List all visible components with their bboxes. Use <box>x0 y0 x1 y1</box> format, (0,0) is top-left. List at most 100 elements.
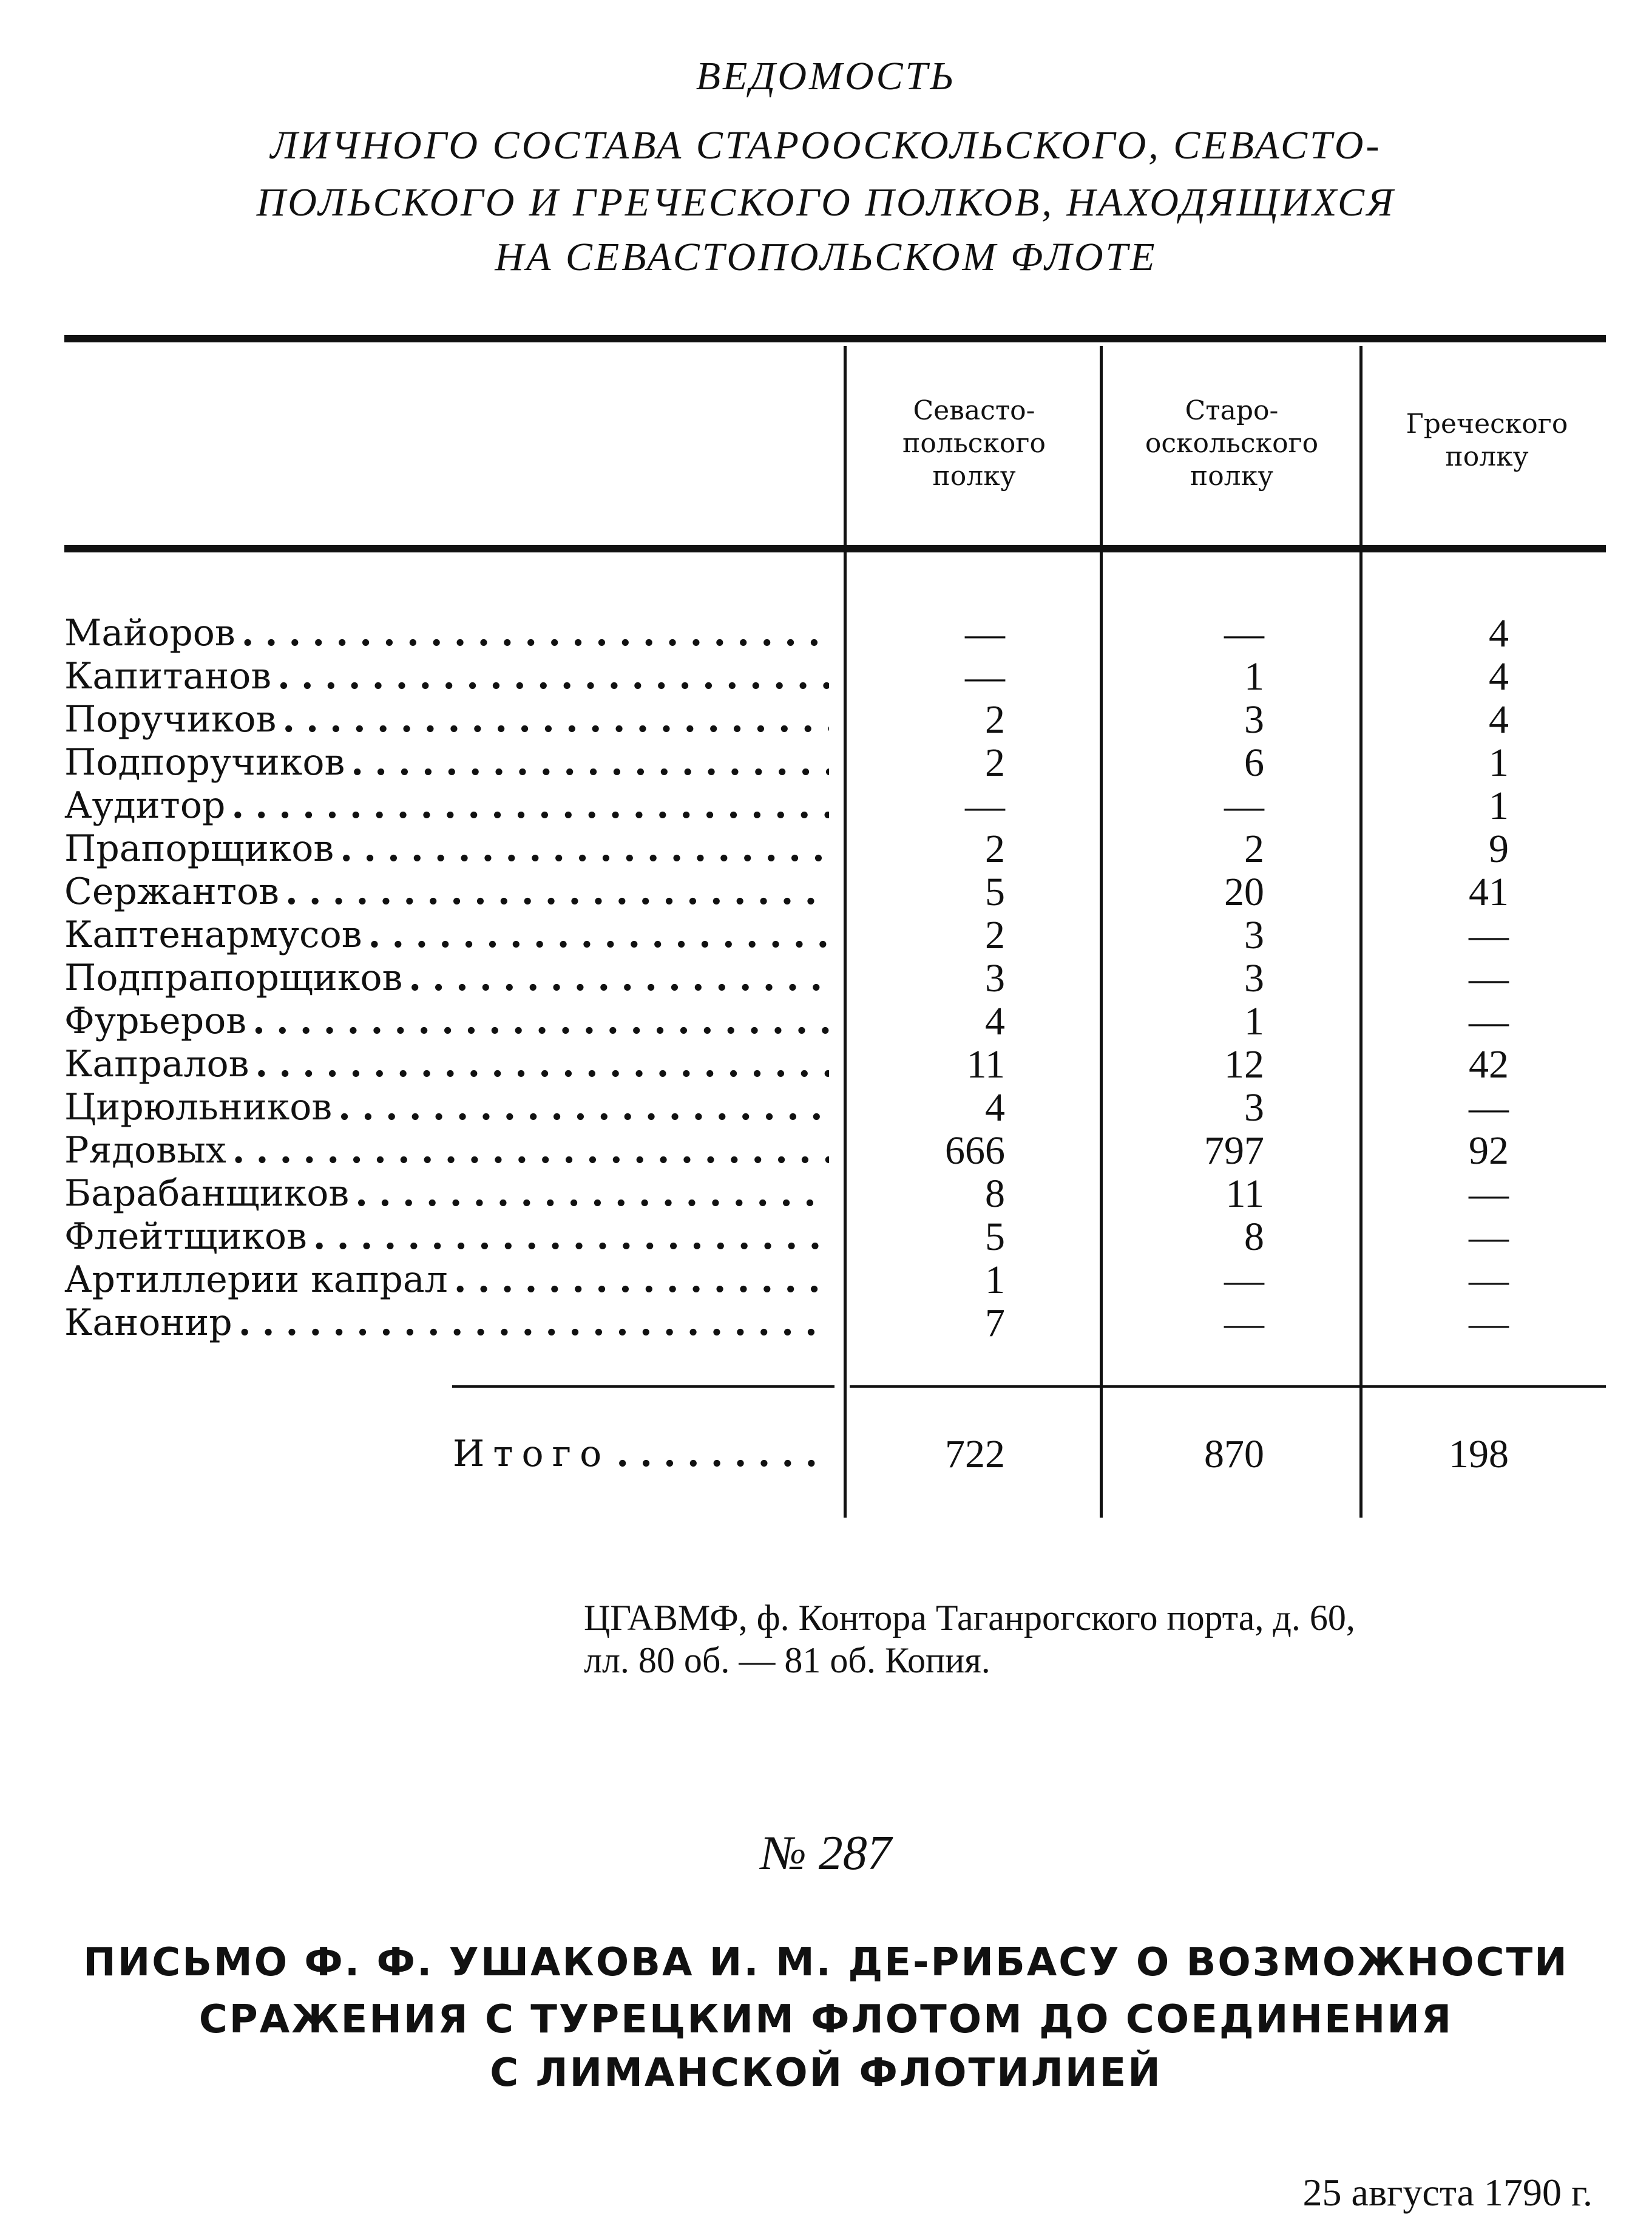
cell-value: — <box>1224 1258 1264 1302</box>
subtitle-line-2: ПОЛЬСКОГО И ГРЕЧЕСКОГО ПОЛКОВ, НАХОДЯЩИХ… <box>256 180 1396 225</box>
cell-value: 2 <box>985 697 1005 742</box>
table-row: Прапорщиков.............................… <box>64 827 1521 871</box>
total-row: Итого .......... 722 870 198 <box>64 1433 1521 1476</box>
row-label-text: Цирюльников <box>64 1086 333 1128</box>
cell-value: — <box>1469 1258 1509 1302</box>
row-label-text: Подпрапорщиков <box>64 957 403 999</box>
table-row: Подпрапорщиков..........................… <box>64 957 1521 1000</box>
table-row: Рядовых.................................… <box>64 1129 1521 1172</box>
row-label: Подпоручиков............................… <box>64 741 829 784</box>
total-rule <box>850 1385 1606 1388</box>
table-row: Аудитор.................................… <box>64 784 1521 827</box>
header-bottom-rule <box>64 545 1606 552</box>
cell-value: — <box>1469 1301 1509 1345</box>
cell-value: — <box>1469 999 1509 1044</box>
document-number: № 287 <box>760 1827 892 1880</box>
cell-value: 7 <box>985 1301 1005 1345</box>
row-label: Флейтщиков..............................… <box>64 1215 829 1258</box>
table-row: Майоров.................................… <box>64 612 1521 655</box>
header-line: полку <box>1190 461 1274 492</box>
total-rule <box>452 1385 834 1388</box>
row-label-text: Капитанов <box>64 655 272 697</box>
dot-leader: ........................................ <box>241 612 829 654</box>
cell-value: 4 <box>985 999 1005 1044</box>
dot-leader: ........................................ <box>277 655 829 697</box>
row-label: Капитанов...............................… <box>64 655 829 698</box>
cell-value: 3 <box>1244 697 1264 742</box>
header-line: полку <box>932 461 1016 492</box>
column-divider <box>1100 346 1103 1518</box>
header-line: Севасто- <box>913 395 1035 426</box>
row-label: Сержантов...............................… <box>64 871 829 914</box>
dot-leader: ........................................ <box>231 784 829 827</box>
cell-value: 2 <box>985 913 1005 957</box>
row-label: Прапорщиков.............................… <box>64 827 829 871</box>
cell-value: 2 <box>985 827 1005 871</box>
cell-value: 2 <box>1244 827 1264 871</box>
cell-value: 4 <box>1489 697 1509 742</box>
dot-leader: ........................................ <box>340 827 829 870</box>
row-label: Поручиков...............................… <box>64 698 829 741</box>
table-top-rule <box>64 335 1606 342</box>
dot-leader: ........................................ <box>351 741 829 784</box>
cell-value: 1 <box>1489 741 1509 785</box>
row-label: Артиллерии капрал.......................… <box>64 1258 829 1302</box>
table-row: Капитанов...............................… <box>64 655 1521 698</box>
cell-value: 11 <box>966 1042 1005 1087</box>
row-label: Рядовых.................................… <box>64 1129 829 1172</box>
cell-value: 8 <box>1244 1215 1264 1259</box>
cell-value: — <box>1224 1301 1264 1345</box>
cell-value: 4 <box>985 1085 1005 1130</box>
cell-value: 42 <box>1469 1042 1509 1087</box>
document-title: ВЕДОМОСТЬ <box>696 54 956 98</box>
cell-value: — <box>1469 956 1509 1000</box>
row-label-text: Барабанщиков <box>64 1172 350 1215</box>
row-label: Капралов................................… <box>64 1043 829 1086</box>
row-label-text: Поручиков <box>64 698 277 741</box>
dot-leader: ........................................ <box>232 1129 829 1172</box>
dot-leader: ........................................ <box>408 957 829 999</box>
cell-value: 1 <box>1489 784 1509 828</box>
column-header-greek: Греческого полку <box>1366 408 1608 473</box>
header-line: Старо- <box>1185 395 1279 426</box>
citation-line: лл. 80 об. — 81 об. Копия. <box>584 1640 990 1680</box>
document-date: 25 августа 1790 г. <box>1302 2171 1593 2214</box>
row-label: Барабанщиков............................… <box>64 1172 829 1215</box>
total-sevastopol: 722 <box>945 1432 1005 1476</box>
cell-value: 20 <box>1224 870 1264 914</box>
row-label-text: Каптенармусов <box>64 914 362 956</box>
citation-line: ЦГАВМФ, ф. Контора Таганрогского порта, … <box>584 1598 1355 1638</box>
cell-value: 797 <box>1204 1128 1264 1173</box>
dot-leader: ........................................ <box>355 1172 829 1215</box>
cell-value: 3 <box>1244 956 1264 1000</box>
subtitle-line-1: ЛИЧНОГО СОСТАВА СТАРООСКОЛЬСКОГО, СЕВАСТ… <box>270 123 1382 168</box>
dot-leader: ........................................ <box>282 698 829 741</box>
row-label: Фурьеров................................… <box>64 1000 829 1043</box>
row-label: Аудитор.................................… <box>64 784 829 827</box>
cell-value: 92 <box>1469 1128 1509 1173</box>
row-label-text: Капралов <box>64 1043 249 1085</box>
table-row: Сержантов...............................… <box>64 871 1521 914</box>
table-row: Поручиков...............................… <box>64 698 1521 741</box>
dot-leader: .......... <box>616 1433 829 1475</box>
cell-value: — <box>965 654 1005 699</box>
row-label-text: Прапорщиков <box>64 827 334 870</box>
row-label-text: Канонир <box>64 1302 232 1344</box>
table-row: Каптенармусов...........................… <box>64 914 1521 957</box>
cell-value: — <box>965 784 1005 828</box>
cell-value: 4 <box>1489 611 1509 656</box>
column-divider <box>844 346 847 1518</box>
row-label: Подпрапорщиков..........................… <box>64 957 829 1000</box>
cell-value: 9 <box>1489 827 1509 871</box>
dot-leader: ........................................ <box>338 1086 829 1128</box>
cell-value: — <box>1224 784 1264 828</box>
cell-value: 8 <box>985 1172 1005 1216</box>
total-staroskol: 870 <box>1204 1432 1264 1476</box>
row-label-text: Флейтщиков <box>64 1215 307 1258</box>
table-row: Канонир.................................… <box>64 1302 1521 1345</box>
total-label: Итого .......... <box>453 1433 829 1476</box>
table-row: Флейтщиков..............................… <box>64 1215 1521 1258</box>
cell-value: 6 <box>1244 741 1264 785</box>
table-row: Подпоручиков............................… <box>64 741 1521 784</box>
table-row: Барабанщиков............................… <box>64 1172 1521 1215</box>
